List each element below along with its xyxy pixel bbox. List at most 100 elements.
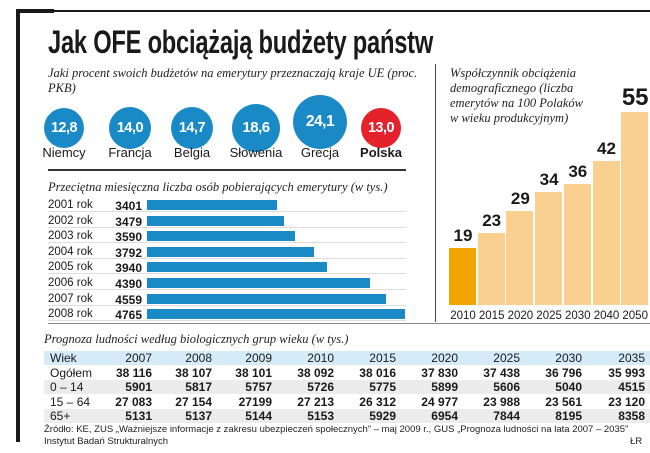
table-cell: 7844 <box>493 409 520 423</box>
vbar-chart-title: Współczynnik obciążenia demograficznego … <box>450 66 583 125</box>
table-cell: 38 101 <box>235 365 272 380</box>
table-cell: 38 092 <box>297 365 334 380</box>
divider <box>435 64 436 322</box>
bar-value-label: 36 <box>568 162 588 182</box>
table-cell: 24 977 <box>421 394 458 409</box>
bar-value-label: 3940 <box>115 261 142 276</box>
bubble-label: Słowenia <box>229 145 283 160</box>
bar-value-label: 4390 <box>115 277 142 291</box>
table-cell: 2009 <box>245 351 272 365</box>
table-cell: 38 107 <box>175 365 212 380</box>
source-text: Źródło: KE, ZUS „Ważniejsze informacje z… <box>44 424 629 435</box>
bubble-label: Niemcy <box>42 145 86 160</box>
table-cell: 5899 <box>431 380 458 394</box>
gridline <box>48 226 406 228</box>
bar <box>535 191 563 305</box>
source-institute: Instytut Badań Strukturalnych <box>44 436 169 447</box>
table-cell: 8358 <box>618 409 645 423</box>
bar-value-label: 3590 <box>115 230 142 245</box>
bar-category-label: 2002 rok <box>48 214 93 227</box>
table-cell: 5726 <box>307 380 334 394</box>
table-cell: 5775 <box>369 380 396 394</box>
table-cell: 2007 <box>125 351 152 365</box>
bubble: 14,0 <box>109 107 151 149</box>
table-cell: 27 154 <box>175 394 212 409</box>
bar-category-label: 2008 rok <box>48 308 93 321</box>
table-row: 15 – 64 27 083 27 154 27199 27 213 26 312 24 9… <box>44 395 650 409</box>
table-cell: 2010 <box>307 351 334 365</box>
table-cell: 5929 <box>369 409 396 423</box>
gridline <box>48 273 406 275</box>
table-header-row: Wiek 2007 2008 2009 2010 2015 2020 2025 2030 2035 <box>44 351 650 365</box>
divider <box>48 169 406 171</box>
bar-value-label: 29 <box>510 188 530 208</box>
hbar-chart-title: Przeciętna miesięczna liczba osób pobier… <box>48 180 388 194</box>
bar-value-label: 4559 <box>115 292 142 307</box>
frame-corner <box>16 9 54 13</box>
bar-value-label: 3792 <box>115 245 142 260</box>
bar <box>147 278 370 288</box>
bar-value-label: 55 <box>621 84 649 112</box>
bar <box>147 200 277 210</box>
bar <box>621 112 649 305</box>
row-label: Wiek <box>50 351 77 365</box>
author-initials: ŁR <box>630 436 643 447</box>
bar-value-label: 4765 <box>115 308 142 323</box>
bar-value-label: 23 <box>482 211 502 231</box>
bubble: 12,8 <box>43 107 85 149</box>
row-label: 0 – 14 <box>50 380 84 394</box>
row-label: 65+ <box>50 409 71 423</box>
table-cell: 5137 <box>185 409 212 423</box>
bar-category-label: 2004 rok <box>48 245 93 258</box>
table-cell: 5144 <box>245 409 272 423</box>
bubble-chart-title: Jaki procent swoich budżetów na emerytur… <box>48 66 418 95</box>
bar <box>449 248 476 305</box>
table-cell: 27199 <box>238 394 272 409</box>
bar-value-label: 3479 <box>115 214 142 229</box>
row-label: 15 – 64 <box>50 394 91 409</box>
gridline <box>48 304 406 306</box>
bar <box>592 161 620 305</box>
bar-category-label: 2007 rok <box>48 292 93 305</box>
table-cell: 2015 <box>369 351 396 365</box>
bar-category-label: 2025 <box>536 310 562 322</box>
gridline <box>48 211 406 212</box>
row-label: Ogółem <box>50 365 93 380</box>
table-cell: 36 796 <box>545 365 582 380</box>
table-cell: 5153 <box>307 409 334 423</box>
table-cell: 35 993 <box>608 365 645 380</box>
bar <box>147 293 386 304</box>
bar-category-label: 2020 <box>507 310 534 322</box>
bar-value-label: 42 <box>597 139 616 159</box>
table-cell: 8195 <box>555 409 582 423</box>
bar-category-label: 2001 rok <box>48 199 93 211</box>
table-cell: 23 988 <box>483 394 520 409</box>
bubble: 18,6 <box>231 103 281 153</box>
bar-value-label: 34 <box>539 169 559 189</box>
bubble: 14,7 <box>170 106 214 150</box>
table-cell: 2025 <box>493 351 520 365</box>
table-cell: 2008 <box>185 351 212 365</box>
table-title: Prognoza ludności według biologicznych g… <box>44 332 349 346</box>
table-cell: 5817 <box>185 380 212 394</box>
table-cell: 23 120 <box>608 394 645 409</box>
table-row: 65+ 5131 5137 5144 5153 5929 6954 7844 8195 8358 <box>44 409 650 423</box>
gridline <box>48 242 406 244</box>
gridline <box>48 320 406 322</box>
bar-category-label: 2003 rok <box>48 230 93 243</box>
table-cell: 27 213 <box>297 394 334 409</box>
frame-line <box>16 10 650 12</box>
bar-category-label: 2015 <box>478 310 505 322</box>
table-cell: 38 116 <box>115 365 152 380</box>
table-cell: 37 830 <box>421 365 458 380</box>
bar-category-label: 2030 <box>565 310 591 322</box>
bubble-label: Polska <box>360 145 402 160</box>
table-cell: 23 561 <box>545 394 582 409</box>
divider <box>48 323 650 324</box>
bubble-label: Francja <box>108 145 152 160</box>
table-cell: 26 312 <box>359 394 396 409</box>
bubble: 13,0 <box>360 107 402 149</box>
bar <box>147 231 295 242</box>
table-cell: 5901 <box>125 380 152 394</box>
gridline <box>48 289 406 290</box>
